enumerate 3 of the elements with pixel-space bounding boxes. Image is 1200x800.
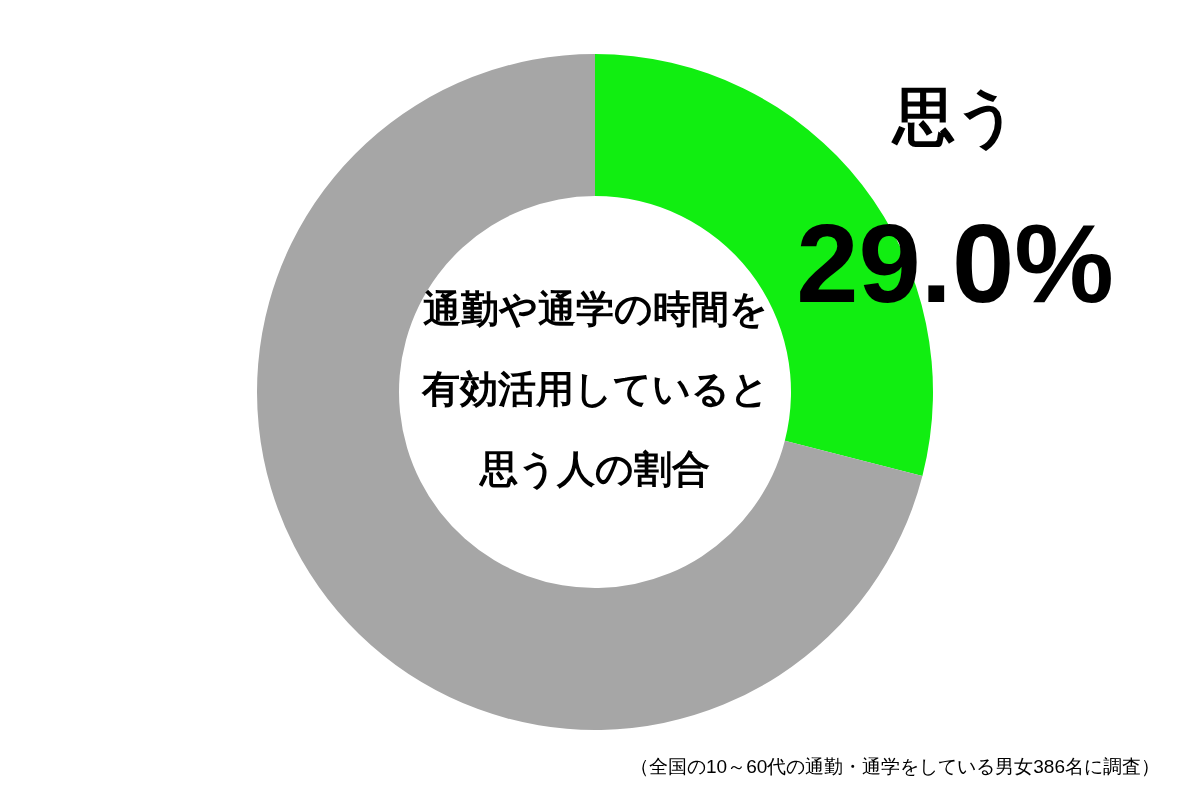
text: （全国の10～60代の通勤・通学をしている男女386名に調査）	[630, 756, 1160, 777]
slice-label: 思う	[890, 82, 1018, 152]
text: 通勤や通学の時間を有効活用していると思う人の割合	[420, 288, 769, 491]
